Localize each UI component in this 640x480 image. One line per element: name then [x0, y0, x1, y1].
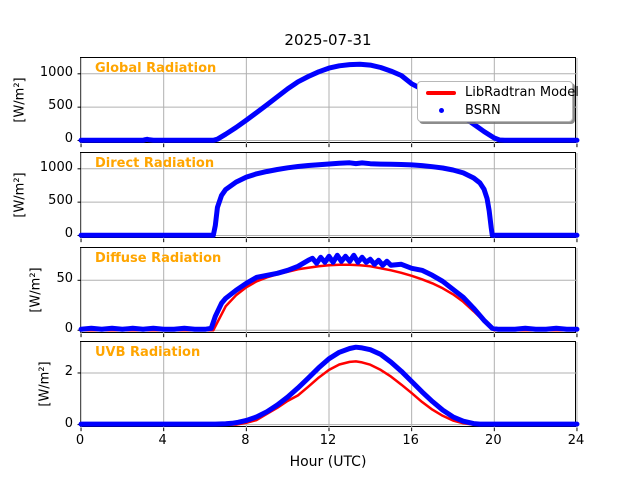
panel-label-uvb: UVB Radiation	[95, 345, 201, 360]
subplot-svg-2	[77, 248, 580, 338]
ytick-label: 0	[64, 320, 73, 336]
ytick-label: 0	[64, 131, 73, 147]
ytick-label: 500	[48, 192, 73, 208]
series-bsrn	[78, 344, 580, 427]
xtick-label: 16	[402, 433, 419, 449]
subplot-svg-1	[77, 153, 580, 243]
bsrn-dot-icon	[426, 107, 456, 113]
ytick-label: 50	[56, 270, 73, 286]
figure-title: 2025-07-31	[284, 31, 372, 49]
series-bsrn	[78, 61, 580, 143]
xtick-label: 24	[567, 433, 585, 449]
x-axis-label: Hour (UTC)	[289, 454, 367, 470]
subplot-svg-0	[77, 58, 580, 148]
subplot-diffuse-radiation	[77, 247, 580, 338]
legend-label-bsrn: BSRN	[465, 102, 501, 118]
panel-label-global: Global Radiation	[95, 61, 217, 76]
xtick-label: 0	[75, 433, 85, 449]
xtick-label: 12	[319, 433, 337, 449]
legend: LibRadtran Model BSRN	[417, 81, 579, 122]
xtick-label: 4	[158, 433, 167, 449]
ytick-label: 0	[64, 226, 73, 242]
ytick-label: 0	[64, 415, 73, 431]
subplot-direct-radiation	[77, 152, 580, 243]
legend-label-model: LibRadtran Model	[465, 85, 579, 101]
ytick-label: 1000	[39, 64, 73, 80]
panel-label-diffuse: Diffuse Radiation	[95, 251, 222, 266]
ytick-label: 500	[48, 98, 73, 114]
xtick-label: 8	[241, 433, 250, 449]
series-bsrn	[78, 160, 580, 238]
legend-entry-bsrn: BSRN	[426, 102, 564, 120]
ytick-label: 1000	[39, 159, 73, 175]
ytick-label: 2	[64, 364, 73, 380]
series-libradtran-model	[79, 263, 579, 332]
series-bsrn	[78, 252, 580, 332]
xtick-label: 20	[485, 433, 502, 449]
legend-entry-model: LibRadtran Model	[426, 84, 579, 102]
model-line-icon	[426, 90, 456, 95]
subplot-uvb-radiation	[77, 341, 580, 432]
panel-label-direct: Direct Radiation	[95, 156, 215, 171]
subplot-svg-3	[77, 342, 580, 432]
